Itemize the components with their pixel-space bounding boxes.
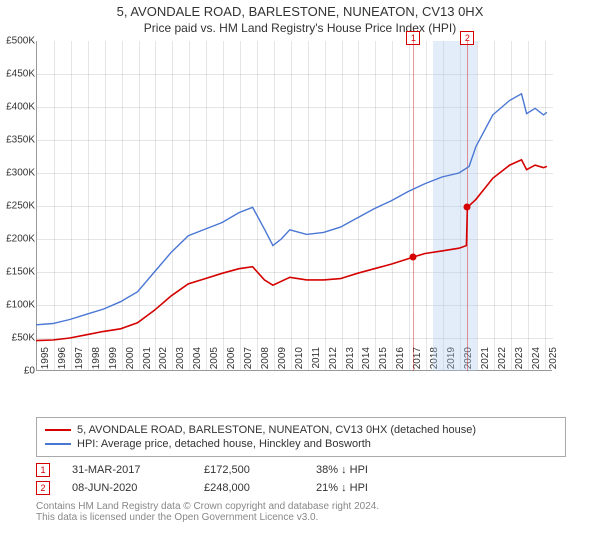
legend-entry: HPI: Average price, detached house, Hinc… bbox=[45, 438, 557, 450]
sale-marker-inline: 1 bbox=[36, 463, 50, 477]
sale-date: 08-JUN-2020 bbox=[72, 482, 182, 494]
y-axis-label: £500K bbox=[1, 36, 35, 47]
sale-marker-inline: 2 bbox=[36, 481, 50, 495]
sale-price: £172,500 bbox=[204, 464, 294, 476]
y-axis-label: £100K bbox=[1, 300, 35, 311]
y-axis-label: £0 bbox=[1, 366, 35, 377]
footnote: Contains HM Land Registry data © Crown c… bbox=[36, 501, 566, 523]
sale-price: £248,000 bbox=[204, 482, 294, 494]
sale-delta: 21% ↓ HPI bbox=[316, 482, 368, 494]
sale-date: 31-MAR-2017 bbox=[72, 464, 182, 476]
series-line-price_paid bbox=[36, 160, 547, 341]
sale-row: 2 08-JUN-2020 £248,000 21% ↓ HPI bbox=[36, 481, 600, 495]
y-axis-label: £250K bbox=[1, 201, 35, 212]
chart-title: 5, AVONDALE ROAD, BARLESTONE, NUNEATON, … bbox=[0, 4, 600, 19]
chart-subtitle: Price paid vs. HM Land Registry's House … bbox=[0, 21, 600, 35]
y-axis-label: £150K bbox=[1, 267, 35, 278]
y-axis-label: £200K bbox=[1, 234, 35, 245]
y-axis-label: £50K bbox=[1, 333, 35, 344]
sale-delta: 38% ↓ HPI bbox=[316, 464, 368, 476]
legend-swatch bbox=[45, 443, 71, 445]
y-axis-label: £450K bbox=[1, 69, 35, 80]
y-axis-label: £350K bbox=[1, 135, 35, 146]
sale-row: 1 31-MAR-2017 £172,500 38% ↓ HPI bbox=[36, 463, 600, 477]
legend-label: HPI: Average price, detached house, Hinc… bbox=[77, 438, 371, 450]
y-axis-label: £300K bbox=[1, 168, 35, 179]
chart-legend: 5, AVONDALE ROAD, BARLESTONE, NUNEATON, … bbox=[36, 417, 566, 457]
legend-entry: 5, AVONDALE ROAD, BARLESTONE, NUNEATON, … bbox=[45, 424, 557, 436]
series-line-hpi bbox=[36, 94, 547, 325]
legend-label: 5, AVONDALE ROAD, BARLESTONE, NUNEATON, … bbox=[77, 424, 476, 436]
legend-swatch bbox=[45, 429, 71, 431]
chart-plot: £0£50K£100K£150K£200K£250K£300K£350K£400… bbox=[36, 41, 596, 411]
y-axis-label: £400K bbox=[1, 102, 35, 113]
